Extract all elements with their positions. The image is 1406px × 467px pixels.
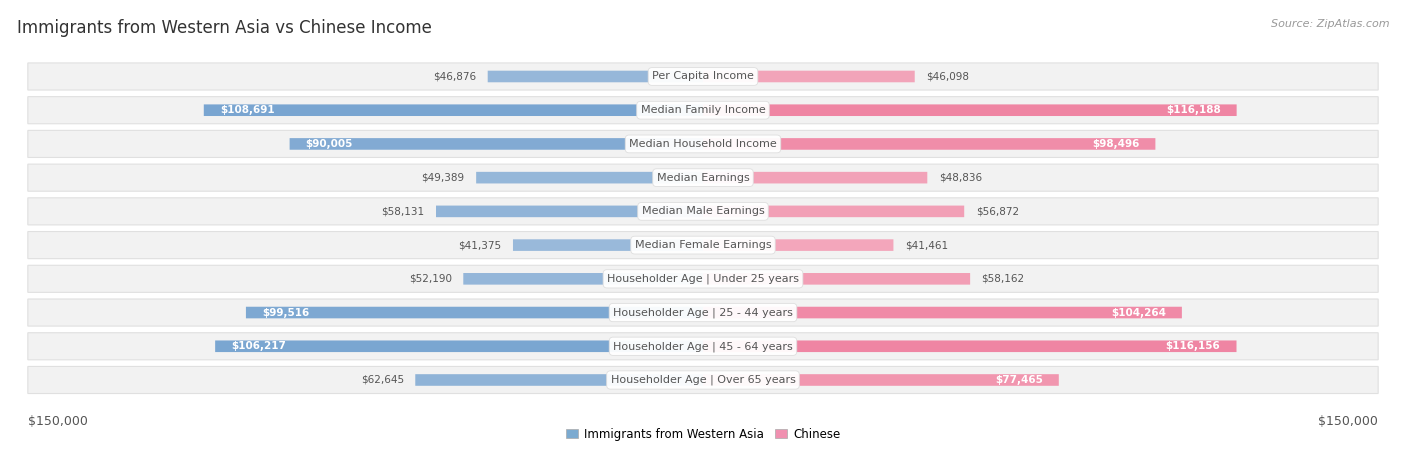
Text: Per Capita Income: Per Capita Income (652, 71, 754, 81)
Text: $41,375: $41,375 (458, 240, 502, 250)
FancyBboxPatch shape (703, 205, 965, 217)
Text: Median Female Earnings: Median Female Earnings (634, 240, 772, 250)
Text: Median Household Income: Median Household Income (628, 139, 778, 149)
Text: Source: ZipAtlas.com: Source: ZipAtlas.com (1271, 19, 1389, 28)
Text: $116,188: $116,188 (1166, 105, 1220, 115)
Text: $41,461: $41,461 (905, 240, 948, 250)
FancyBboxPatch shape (488, 71, 703, 82)
Text: $150,000: $150,000 (1319, 415, 1378, 428)
Text: $62,645: $62,645 (361, 375, 404, 385)
Text: $58,131: $58,131 (381, 206, 425, 216)
Text: $49,389: $49,389 (422, 173, 464, 183)
Text: $98,496: $98,496 (1092, 139, 1139, 149)
Text: Householder Age | 25 - 44 years: Householder Age | 25 - 44 years (613, 307, 793, 318)
Text: $99,516: $99,516 (262, 308, 309, 318)
FancyBboxPatch shape (415, 374, 703, 386)
FancyBboxPatch shape (477, 172, 703, 184)
Text: $52,190: $52,190 (409, 274, 451, 284)
Text: $104,264: $104,264 (1111, 308, 1166, 318)
FancyBboxPatch shape (703, 273, 970, 284)
FancyBboxPatch shape (28, 198, 1378, 225)
Text: $108,691: $108,691 (219, 105, 274, 115)
FancyBboxPatch shape (28, 367, 1378, 394)
Text: $48,836: $48,836 (939, 173, 981, 183)
FancyBboxPatch shape (703, 374, 1059, 386)
Text: Median Family Income: Median Family Income (641, 105, 765, 115)
FancyBboxPatch shape (28, 265, 1378, 292)
FancyBboxPatch shape (28, 333, 1378, 360)
FancyBboxPatch shape (703, 307, 1182, 318)
Text: $58,162: $58,162 (981, 274, 1025, 284)
FancyBboxPatch shape (28, 164, 1378, 191)
FancyBboxPatch shape (703, 172, 928, 184)
Text: $150,000: $150,000 (28, 415, 87, 428)
FancyBboxPatch shape (215, 340, 703, 352)
Text: $46,876: $46,876 (433, 71, 477, 81)
FancyBboxPatch shape (290, 138, 703, 150)
FancyBboxPatch shape (28, 130, 1378, 157)
Text: $77,465: $77,465 (995, 375, 1043, 385)
Text: $106,217: $106,217 (231, 341, 285, 351)
Legend: Immigrants from Western Asia, Chinese: Immigrants from Western Asia, Chinese (561, 423, 845, 446)
FancyBboxPatch shape (703, 71, 915, 82)
Text: Immigrants from Western Asia vs Chinese Income: Immigrants from Western Asia vs Chinese … (17, 19, 432, 37)
FancyBboxPatch shape (436, 205, 703, 217)
FancyBboxPatch shape (28, 299, 1378, 326)
FancyBboxPatch shape (703, 239, 893, 251)
Text: $46,098: $46,098 (927, 71, 969, 81)
FancyBboxPatch shape (246, 307, 703, 318)
FancyBboxPatch shape (703, 138, 1156, 150)
FancyBboxPatch shape (28, 97, 1378, 124)
Text: Median Earnings: Median Earnings (657, 173, 749, 183)
Text: Householder Age | 45 - 64 years: Householder Age | 45 - 64 years (613, 341, 793, 352)
Text: Householder Age | Over 65 years: Householder Age | Over 65 years (610, 375, 796, 385)
Text: $116,156: $116,156 (1166, 341, 1220, 351)
Text: $90,005: $90,005 (305, 139, 353, 149)
Text: Householder Age | Under 25 years: Householder Age | Under 25 years (607, 274, 799, 284)
FancyBboxPatch shape (513, 239, 703, 251)
Text: $56,872: $56,872 (976, 206, 1019, 216)
FancyBboxPatch shape (464, 273, 703, 284)
FancyBboxPatch shape (703, 340, 1236, 352)
FancyBboxPatch shape (703, 105, 1237, 116)
Text: Median Male Earnings: Median Male Earnings (641, 206, 765, 216)
FancyBboxPatch shape (28, 63, 1378, 90)
FancyBboxPatch shape (28, 232, 1378, 259)
FancyBboxPatch shape (204, 105, 703, 116)
